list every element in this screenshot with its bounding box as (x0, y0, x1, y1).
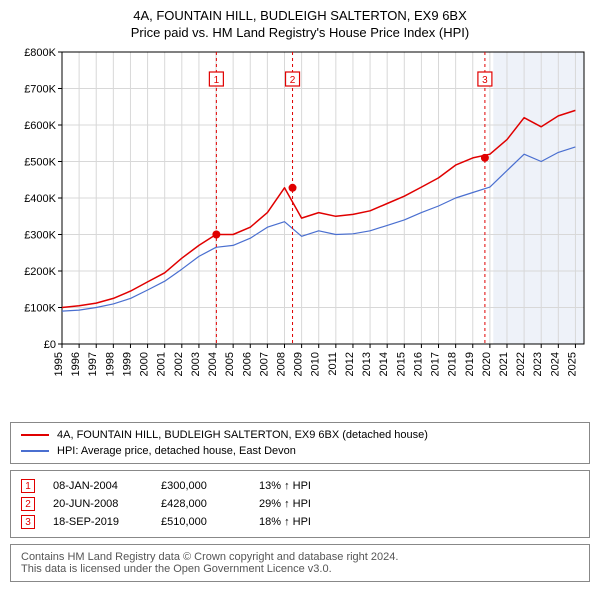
x-tick-label: 2005 (224, 352, 236, 376)
x-tick-label: 1995 (53, 352, 65, 376)
y-tick-label: £300K (24, 230, 56, 242)
event-marker-label: 3 (482, 75, 488, 86)
x-tick-label: 2013 (361, 352, 373, 376)
x-tick-label: 2024 (549, 352, 561, 376)
event-delta: 29% ↑ HPI (259, 498, 339, 510)
legend-row: 4A, FOUNTAIN HILL, BUDLEIGH SALTERTON, E… (21, 427, 579, 443)
y-tick-label: £100K (24, 303, 56, 315)
chart-plot: £0 £100K £200K £300K £400K £500K £600K £700K £80… (10, 44, 590, 414)
event-marker-box: 3 (21, 515, 35, 529)
chart-title-sub: Price paid vs. HM Land Registry's House … (10, 25, 590, 40)
x-tick-label: 2022 (515, 352, 527, 376)
chart-title-main: 4A, FOUNTAIN HILL, BUDLEIGH SALTERTON, E… (10, 8, 590, 23)
x-tick-label: 1996 (70, 352, 82, 376)
event-price: £510,000 (161, 516, 241, 528)
event-price: £300,000 (161, 480, 241, 492)
events-table: 1 08-JAN-2004 £300,000 13% ↑ HPI 2 20-JUN-200… (10, 470, 590, 538)
x-tick-label: 2009 (293, 352, 305, 376)
y-tick-label: £400K (24, 193, 56, 205)
attribution-line-2: This data is licensed under the Open Gov… (21, 563, 579, 575)
x-tick-label: 2007 (258, 352, 270, 376)
event-marker-label: 2 (290, 75, 296, 86)
x-tick-label: 2002 (173, 352, 185, 376)
y-tick-label: £700K (24, 84, 56, 96)
x-tick-label: 2012 (344, 352, 356, 376)
y-tick-label: £200K (24, 266, 56, 278)
chart-svg: £0 £100K £200K £300K £400K £500K £600K £700K £80… (10, 44, 590, 414)
x-tick-label: 2003 (190, 352, 202, 376)
event-delta: 18% ↑ HPI (259, 516, 339, 528)
event-delta: 13% ↑ HPI (259, 480, 339, 492)
x-tick-label: 2016 (412, 352, 424, 376)
y-tick-label: £0 (44, 339, 56, 351)
event-price: £428,000 (161, 498, 241, 510)
x-tick-label: 2015 (395, 352, 407, 376)
legend-swatch (21, 434, 49, 436)
event-date: 18-SEP-2019 (53, 516, 143, 528)
chart-titles: 4A, FOUNTAIN HILL, BUDLEIGH SALTERTON, E… (10, 8, 590, 40)
event-date: 08-JAN-2004 (53, 480, 143, 492)
x-tick-label: 2018 (447, 352, 459, 376)
x-tick-label: 2025 (566, 352, 578, 376)
event-date: 20-JUN-2008 (53, 498, 143, 510)
x-tick-label: 2019 (464, 352, 476, 376)
legend-row: HPI: Average price, detached house, East… (21, 443, 579, 459)
x-tick-label: 2014 (378, 352, 390, 376)
y-tick-label: £800K (24, 47, 56, 59)
x-tick-label: 2017 (430, 352, 442, 376)
y-tick-label: £500K (24, 157, 56, 169)
x-tick-label: 2000 (139, 352, 151, 376)
event-marker-box: 1 (21, 479, 35, 493)
legend-box: 4A, FOUNTAIN HILL, BUDLEIGH SALTERTON, E… (10, 422, 590, 464)
event-row: 1 08-JAN-2004 £300,000 13% ↑ HPI (21, 477, 579, 495)
x-tick-label: 2011 (327, 352, 339, 376)
x-tick-label: 2021 (498, 352, 510, 376)
x-tick-label: 2023 (532, 352, 544, 376)
x-tick-label: 2010 (310, 352, 322, 376)
event-marker-box: 2 (21, 497, 35, 511)
event-row: 3 18-SEP-2019 £510,000 18% ↑ HPI (21, 513, 579, 531)
attribution-line-1: Contains HM Land Registry data © Crown c… (21, 551, 579, 563)
y-tick-label: £600K (24, 120, 56, 132)
x-tick-label: 2006 (241, 352, 253, 376)
chart-container: { "titles": { "main": "4A, FOUNTAIN HILL… (0, 0, 600, 588)
x-tick-label: 2008 (275, 352, 287, 376)
attribution-box: Contains HM Land Registry data © Crown c… (10, 544, 590, 582)
x-tick-label: 1999 (121, 352, 133, 376)
x-tick-label: 1998 (104, 352, 116, 376)
event-marker-label: 1 (214, 75, 220, 86)
legend-label: 4A, FOUNTAIN HILL, BUDLEIGH SALTERTON, E… (57, 429, 428, 441)
legend-swatch (21, 450, 49, 452)
x-tick-label: 2020 (481, 352, 493, 376)
event-row: 2 20-JUN-2008 £428,000 29% ↑ HPI (21, 495, 579, 513)
x-tick-label: 2004 (207, 352, 219, 376)
x-tick-label: 1997 (87, 352, 99, 376)
x-tick-label: 2001 (156, 352, 168, 376)
legend-label: HPI: Average price, detached house, East… (57, 445, 296, 457)
